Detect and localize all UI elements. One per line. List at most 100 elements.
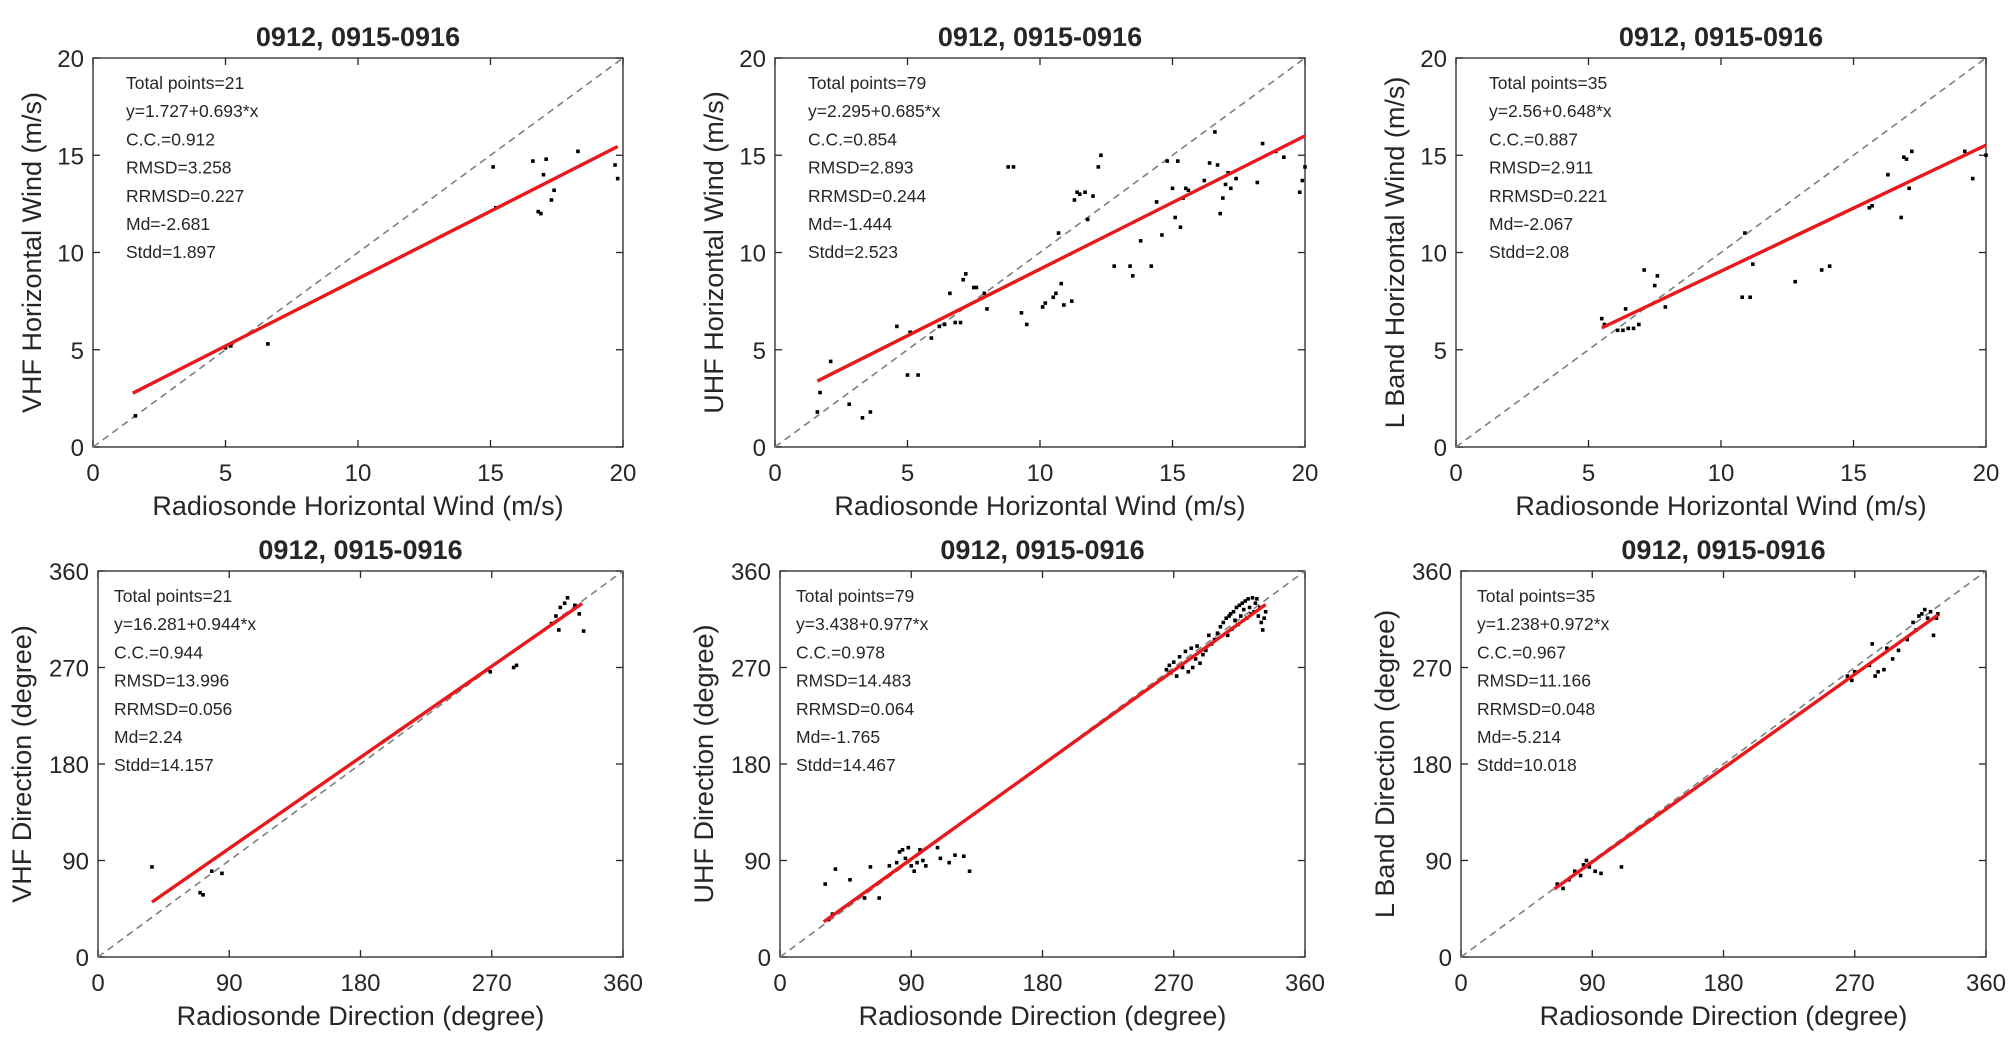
data-point — [488, 669, 493, 674]
x-axis-label: Radiosonde Direction (degree) — [177, 1001, 545, 1031]
x-tick-label: 0 — [86, 460, 99, 487]
data-point — [1970, 176, 1975, 181]
x-tick-label: 0 — [91, 970, 104, 997]
data-point — [1072, 198, 1077, 202]
data-point — [1160, 233, 1164, 237]
y-tick-label: 270 — [1412, 656, 1452, 683]
stats-annotation-line: RMSD=2.893 — [808, 158, 914, 178]
data-point — [1062, 303, 1066, 307]
data-point — [531, 159, 535, 163]
data-point — [1239, 614, 1243, 618]
data-point — [1282, 155, 1286, 159]
data-point — [201, 893, 205, 897]
data-point — [961, 854, 966, 859]
data-point — [1922, 607, 1927, 612]
data-point — [1024, 322, 1029, 327]
data-point — [1751, 262, 1755, 266]
stats-annotation-line: RRMSD=0.056 — [114, 699, 232, 719]
data-point — [985, 307, 989, 311]
data-point — [1655, 274, 1660, 278]
data-point — [1256, 614, 1261, 618]
data-point — [1928, 609, 1933, 614]
data-point — [1593, 869, 1597, 874]
data-point — [1984, 153, 1988, 158]
data-point — [1910, 149, 1914, 154]
chart-title: 0912, 0915-0916 — [1621, 535, 1825, 565]
x-tick-label: 15 — [1840, 460, 1867, 487]
data-point — [1623, 307, 1628, 311]
data-point — [1740, 295, 1744, 300]
data-point — [554, 614, 558, 618]
data-point — [1202, 178, 1207, 183]
y-tick-label: 5 — [1434, 338, 1447, 365]
data-point — [1637, 322, 1641, 327]
data-point — [1260, 628, 1265, 632]
x-tick-label: 15 — [477, 460, 504, 487]
x-axis-label: Radiosonde Direction (degree) — [859, 1001, 1227, 1031]
data-point — [1652, 283, 1657, 288]
y-tick-label: 15 — [739, 143, 766, 170]
y-tick-label: 180 — [731, 752, 771, 779]
data-point — [1215, 631, 1220, 635]
data-point — [1190, 665, 1195, 670]
y-tick-label: 10 — [1420, 241, 1447, 268]
data-point — [576, 149, 580, 154]
stats-annotation-line: Md=-2.681 — [126, 214, 210, 234]
data-point — [833, 867, 838, 871]
regression-line — [822, 603, 1267, 924]
y-tick-label: 20 — [739, 46, 766, 73]
data-point — [1171, 660, 1176, 664]
stats-annotation-line: C.C.=0.912 — [126, 129, 215, 149]
x-tick-label: 5 — [1582, 460, 1595, 487]
chart-title: 0912, 0915-0916 — [1619, 22, 1823, 52]
data-point — [1963, 149, 1967, 154]
regression-line — [816, 134, 1306, 383]
data-point — [1904, 157, 1909, 161]
stats-annotation-line: RRMSD=0.227 — [126, 186, 244, 206]
data-point — [1885, 646, 1889, 650]
data-point — [1085, 217, 1090, 222]
data-point — [1615, 328, 1620, 333]
stats-annotation-line: C.C.=0.944 — [114, 642, 203, 662]
stats-annotation-line: Md=-1.765 — [796, 727, 880, 747]
data-point — [573, 603, 577, 608]
x-tick-label: 360 — [603, 970, 643, 997]
data-point — [1207, 161, 1212, 165]
regression-line — [150, 602, 584, 904]
data-point — [868, 410, 873, 414]
x-tick-label: 0 — [1454, 970, 1467, 997]
regression-line — [1553, 613, 1939, 891]
data-point — [266, 342, 270, 346]
data-point — [581, 629, 586, 633]
data-point — [1043, 301, 1048, 305]
data-point — [1234, 176, 1238, 181]
data-point — [1260, 141, 1265, 146]
stats-annotation-line: Stdd=14.467 — [796, 755, 896, 775]
y-tick-label: 0 — [758, 945, 771, 972]
data-point — [924, 864, 928, 868]
data-point — [1130, 274, 1135, 278]
x-axis-label: Radiosonde Horizontal Wind (m/s) — [834, 491, 1245, 521]
data-point — [1164, 667, 1169, 672]
data-point — [1896, 648, 1901, 653]
data-point — [1297, 190, 1302, 195]
data-point — [1241, 607, 1246, 612]
data-point — [1850, 678, 1854, 683]
y-axis-label: VHF Direction (degree) — [7, 625, 37, 903]
data-point — [1876, 669, 1880, 674]
stats-annotation-line: Md=-5.214 — [1477, 727, 1561, 747]
data-point — [1189, 646, 1194, 650]
data-point — [938, 856, 943, 861]
y-tick-label: 180 — [49, 752, 89, 779]
data-point — [1167, 663, 1172, 668]
data-point — [915, 860, 919, 865]
data-point — [1793, 279, 1797, 284]
data-point — [565, 596, 570, 600]
x-tick-label: 20 — [1973, 460, 2000, 487]
data-point — [1224, 616, 1229, 620]
data-point — [1183, 649, 1188, 654]
stats-annotation-line: RRMSD=0.048 — [1477, 699, 1595, 719]
data-point — [1631, 326, 1636, 331]
panel-lband-speed: 0 5 10 15 20 0 5 10 15 20 Total points=35 y=2.56+0.… — [1380, 22, 1999, 521]
stats-annotation-line: Stdd=14.157 — [114, 755, 214, 775]
